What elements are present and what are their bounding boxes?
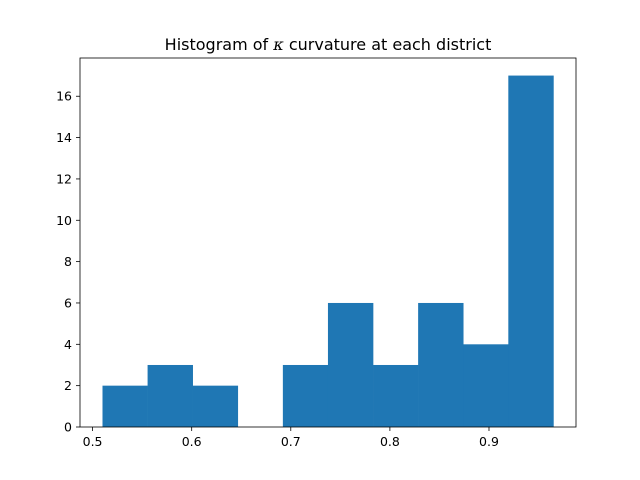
y-tick-label: 6	[64, 295, 72, 310]
histogram-bar-5	[327, 302, 374, 427]
y-tick-label: 4	[64, 337, 72, 352]
y-tick-label: 0	[64, 420, 72, 435]
chart-title-suffix: curvature at each district	[284, 35, 492, 54]
chart-title: Histogram of κ curvature at each distric…	[165, 35, 492, 54]
y-tick-label: 12	[56, 171, 72, 186]
chart-title-symbol: κ	[272, 35, 284, 54]
histogram-bar-2	[192, 385, 239, 427]
plot-frame	[79, 57, 577, 428]
y-tick-label: 14	[56, 130, 72, 145]
histogram-bar-1	[147, 364, 193, 427]
y-tick-label: 2	[64, 378, 72, 393]
x-tick-label: 0.7	[281, 434, 301, 449]
histogram-bar-8	[463, 344, 509, 427]
histogram-bar-4	[282, 364, 329, 427]
histogram-bar-6	[373, 364, 419, 427]
y-tick-label: 10	[56, 213, 72, 228]
x-axis-ticks: 0.5 0.6 0.7 0.8 0.9	[83, 427, 499, 449]
chart-title-prefix: Histogram of	[165, 35, 274, 54]
histogram-bar-7	[418, 302, 464, 427]
x-tick-label: 0.6	[182, 434, 202, 449]
x-tick-label: 0.9	[479, 434, 499, 449]
y-tick-label: 16	[56, 89, 72, 104]
x-tick-label: 0.5	[83, 434, 103, 449]
y-tick-label: 8	[64, 254, 72, 269]
y-axis-ticks: 0 2 4 6 8 10 12 14 16	[56, 89, 80, 435]
x-tick-label: 0.8	[380, 434, 400, 449]
histogram-bar-0	[102, 385, 148, 427]
bars-group	[102, 75, 554, 428]
histogram-bar-9	[508, 75, 554, 428]
